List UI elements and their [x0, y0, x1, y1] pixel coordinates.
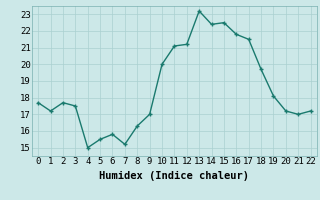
- X-axis label: Humidex (Indice chaleur): Humidex (Indice chaleur): [100, 171, 249, 181]
